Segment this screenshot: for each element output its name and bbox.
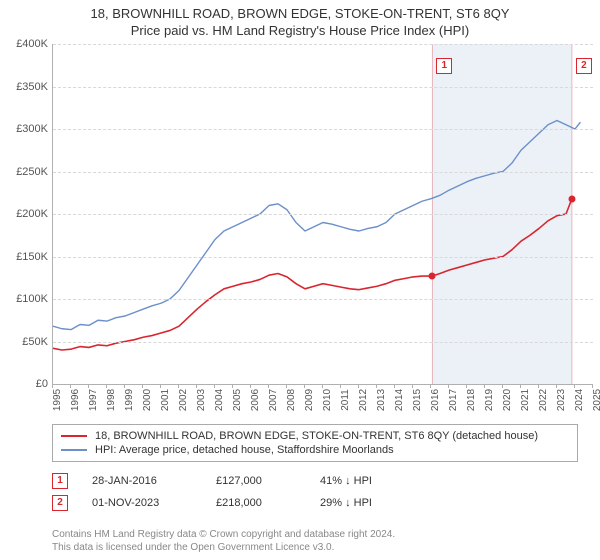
x-axis: 1995 1996 1997 1998 1999 2000 2001 2002 2003 2004… [52, 384, 592, 414]
x-tick-label: 1998 [106, 389, 117, 411]
chart-subtitle: Price paid vs. HM Land Registry's House … [0, 21, 600, 38]
footer-line-1: Contains HM Land Registry data © Crown c… [52, 528, 395, 541]
chart-area: £0£50K£100K£150K£200K£250K£300K£350K£400… [0, 44, 600, 414]
x-tick-label: 2024 [574, 389, 585, 411]
legend-swatch-hpi [61, 449, 87, 451]
datapoint-pct: 41% ↓ HPI [320, 475, 420, 487]
y-tick-label: £0 [36, 378, 48, 390]
y-tick-label: £100K [16, 293, 48, 305]
x-tick-label: 2008 [286, 389, 297, 411]
x-tick-label: 2010 [322, 389, 333, 411]
sale-marker-dot [429, 273, 436, 280]
datapoint-pct: 29% ↓ HPI [320, 497, 420, 509]
footer-line-2: This data is licensed under the Open Gov… [52, 541, 395, 554]
y-tick-label: £200K [16, 208, 48, 220]
x-tick-label: 2017 [448, 389, 459, 411]
x-tick-label: 2022 [538, 389, 549, 411]
x-tick-label: 1999 [124, 389, 135, 411]
y-tick-label: £250K [16, 166, 48, 178]
y-tick-label: £300K [16, 123, 48, 135]
x-tick-label: 2013 [376, 389, 387, 411]
x-tick-label: 2003 [196, 389, 207, 411]
x-tick-label: 2009 [304, 389, 315, 411]
legend-swatch-property [61, 435, 87, 437]
x-tick-label: 2011 [340, 389, 351, 411]
datapoint-row: 2 01-NOV-2023 £218,000 29% ↓ HPI [52, 492, 572, 514]
x-tick-label: 2021 [520, 389, 531, 411]
sale-marker-dot [568, 195, 575, 202]
x-tick-label: 2004 [214, 389, 225, 411]
datapoint-marker-2: 2 [52, 495, 68, 511]
y-tick-label: £350K [16, 81, 48, 93]
x-tick-label: 2006 [250, 389, 261, 411]
x-tick-label: 2016 [430, 389, 441, 411]
y-axis: £0£50K£100K£150K£200K£250K£300K£350K£400… [0, 44, 52, 414]
x-tick-label: 2014 [394, 389, 405, 411]
chart-title: 18, BROWNHILL ROAD, BROWN EDGE, STOKE-ON… [0, 0, 600, 21]
x-tick-label: 1997 [88, 389, 99, 411]
y-tick-label: £400K [16, 38, 48, 50]
x-tick-label: 2012 [358, 389, 369, 411]
legend-label-property: 18, BROWNHILL ROAD, BROWN EDGE, STOKE-ON… [95, 430, 538, 442]
chart-container: 18, BROWNHILL ROAD, BROWN EDGE, STOKE-ON… [0, 0, 600, 560]
datapoint-price: £127,000 [216, 475, 296, 487]
x-tick-label: 2000 [142, 389, 153, 411]
y-tick-label: £150K [16, 251, 48, 263]
x-tick-label: 2002 [178, 389, 189, 411]
x-tick-label: 2023 [556, 389, 567, 411]
datapoint-table: 1 28-JAN-2016 £127,000 41% ↓ HPI 2 01-NO… [52, 470, 572, 514]
sale-marker-label: 1 [436, 58, 452, 74]
x-tick-label: 2019 [484, 389, 495, 411]
datapoint-marker-1: 1 [52, 473, 68, 489]
legend-item-property: 18, BROWNHILL ROAD, BROWN EDGE, STOKE-ON… [61, 429, 569, 443]
x-tick-label: 1995 [52, 389, 63, 411]
datapoint-date: 01-NOV-2023 [92, 497, 192, 509]
legend: 18, BROWNHILL ROAD, BROWN EDGE, STOKE-ON… [52, 424, 578, 462]
x-tick-label: 2015 [412, 389, 423, 411]
x-tick-label: 2007 [268, 389, 279, 411]
sale-marker-label: 2 [576, 58, 592, 74]
plot-area: 12 [52, 44, 593, 385]
x-tick-label: 2020 [502, 389, 513, 411]
x-tick-label: 2018 [466, 389, 477, 411]
legend-item-hpi: HPI: Average price, detached house, Staf… [61, 443, 569, 457]
footer-attribution: Contains HM Land Registry data © Crown c… [52, 528, 395, 554]
datapoint-row: 1 28-JAN-2016 £127,000 41% ↓ HPI [52, 470, 572, 492]
datapoint-price: £218,000 [216, 497, 296, 509]
datapoint-date: 28-JAN-2016 [92, 475, 192, 487]
x-tick-label: 2005 [232, 389, 243, 411]
x-tick-label: 2001 [160, 389, 171, 411]
x-tick-label: 1996 [70, 389, 81, 411]
y-tick-label: £50K [22, 336, 48, 348]
x-tick-label: 2025 [592, 389, 600, 411]
legend-label-hpi: HPI: Average price, detached house, Staf… [95, 444, 394, 456]
